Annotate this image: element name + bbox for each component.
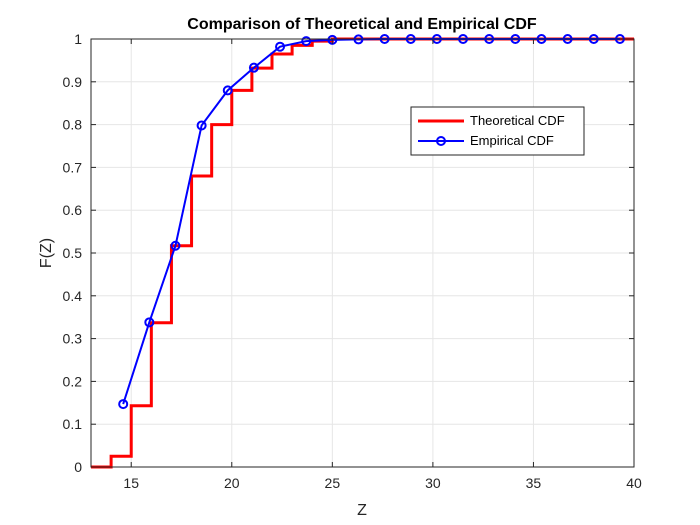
legend-box — [410, 106, 585, 156]
x-tick-label: 30 — [425, 475, 441, 491]
y-tick-label: 0.6 — [63, 202, 83, 218]
y-tick-label: 0 — [74, 459, 82, 475]
y-tick-label: 0.9 — [63, 74, 83, 90]
x-axis-label: Z — [357, 502, 367, 519]
legend-label-empirical: Empirical CDF — [470, 133, 554, 148]
x-tick-label: 35 — [526, 475, 542, 491]
y-tick-label: 0.7 — [63, 159, 83, 175]
y-tick-label: 0.3 — [63, 331, 83, 347]
x-tick-label: 15 — [123, 475, 139, 491]
y-tick-label: 1 — [74, 31, 82, 47]
theoretical-cdf-line — [91, 37, 634, 469]
x-tick-label: 40 — [626, 475, 642, 491]
y-tick-label: 0.5 — [63, 245, 83, 261]
x-tick-label: 25 — [325, 475, 341, 491]
empirical-cdf-point — [196, 120, 207, 131]
legend-marker-empirical — [436, 136, 446, 146]
empirical-cdf-point — [248, 62, 259, 73]
empirical-cdf-point — [170, 240, 181, 251]
empirical-cdf-point — [222, 85, 233, 96]
chart-title: Comparison of Theoretical and Empirical … — [187, 16, 537, 33]
y-tick-label: 0.4 — [63, 288, 83, 304]
ticks: 15 20 25 30 35 40 0 0.1 0.2 0.3 0.4 0.5 0.6 0.7 0.8 0.9… — [63, 31, 642, 491]
empirical-cdf-point — [118, 399, 129, 410]
y-axis-label: F(Z) — [38, 238, 55, 268]
grid — [91, 38, 635, 468]
y-tick-label: 0.1 — [63, 416, 83, 432]
empirical-cdf-point — [301, 36, 312, 47]
legend: Theoretical CDF Empirical CDF — [410, 106, 585, 156]
empirical-cdf-point — [144, 317, 155, 328]
empirical-cdf-point — [275, 41, 286, 52]
y-tick-label: 0.2 — [63, 373, 83, 389]
legend-label-theoretical: Theoretical CDF — [470, 113, 565, 128]
y-tick-label: 0.8 — [63, 117, 83, 133]
x-tick-label: 20 — [224, 475, 240, 491]
